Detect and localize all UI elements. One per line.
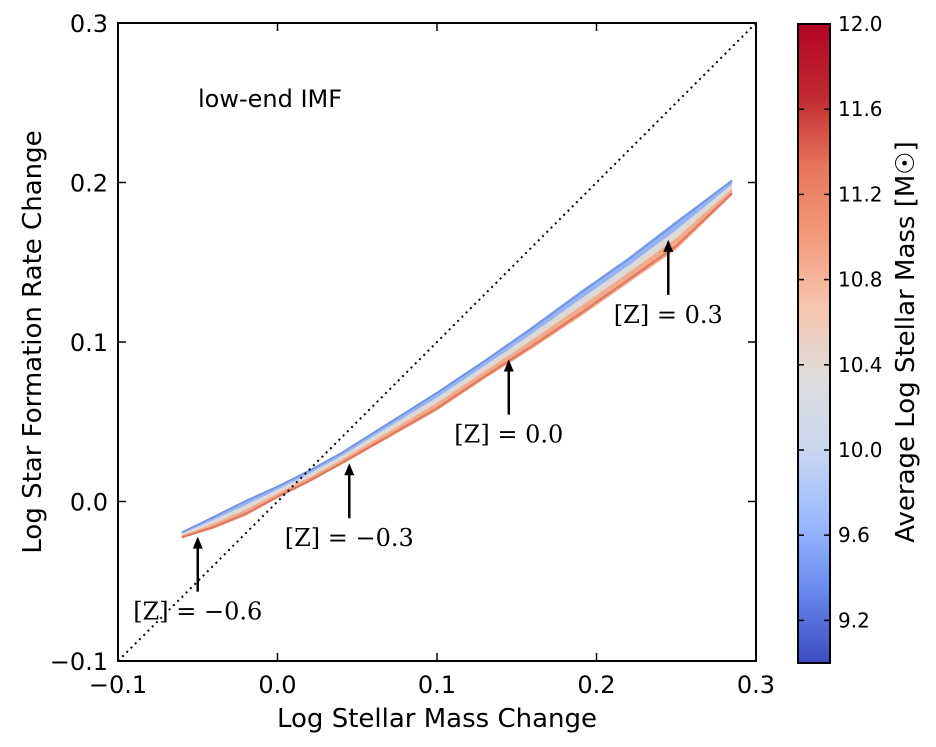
x-tick-label: −0.1 [89, 671, 147, 699]
colorbar-tick-label: 11.6 [838, 97, 883, 121]
band-upper-line [181, 179, 733, 533]
colorbar-tick-label: 11.2 [838, 182, 883, 206]
annotation-arrow-head [663, 239, 674, 252]
x-axis-label: Log Stellar Mass Change [277, 704, 597, 734]
annotation-label: [Z] = 0.3 [614, 301, 723, 329]
annotation-label: [Z] = −0.3 [285, 524, 414, 552]
metallicity-annotations: [Z] = −0.6 [Z] = −0.3 [Z] = 0.0 [Z] = 0.3 [133, 239, 723, 626]
y-axis-ticks: −0.1 0.0 0.1 0.2 0.3 [50, 10, 756, 676]
x-tick-label: 0.1 [418, 671, 456, 699]
x-tick-label: 0.3 [737, 671, 775, 699]
annotation-arrow-head [503, 359, 514, 372]
y-tick-label: 0.2 [70, 170, 108, 198]
colorbar-label: Average Log Stellar Mass [M☉] [891, 141, 921, 543]
y-tick-label: 0.3 [70, 10, 108, 38]
colorbar-tick-label: 12.0 [838, 12, 883, 36]
annotation-label: [Z] = 0.0 [454, 421, 563, 449]
colorbar-tick-label: 10.4 [838, 353, 883, 377]
colorbar-tick-label: 9.6 [838, 523, 870, 547]
one-to-one-line [118, 23, 756, 661]
inset-label: low-end IMF [198, 85, 342, 113]
annotation-arrow-head [344, 463, 355, 476]
colorbar-tick-label: 10.8 [838, 268, 883, 292]
x-tick-label: 0.0 [258, 671, 296, 699]
y-tick-label: 0.1 [70, 329, 108, 357]
band-core-line [181, 192, 733, 539]
colorbar-tick-label: 10.0 [838, 438, 883, 462]
y-tick-label: 0.0 [70, 489, 108, 517]
x-axis-ticks: −0.1 0.0 0.1 0.2 0.3 [89, 23, 775, 699]
colorbar-tick-label: 9.2 [838, 608, 870, 632]
colorbar [797, 23, 831, 664]
annotation-arrow-head [192, 536, 203, 549]
y-tick-label: −0.1 [50, 648, 108, 676]
x-tick-label: 0.2 [577, 671, 615, 699]
colorbar-ticks: 9.2 9.6 10.0 10.4 10.8 11.2 11.6 12.0 [798, 12, 883, 632]
y-axis-label: Log Star Formation Rate Change [18, 130, 48, 553]
annotation-label: [Z] = −0.6 [133, 598, 262, 626]
data-band [181, 179, 733, 539]
